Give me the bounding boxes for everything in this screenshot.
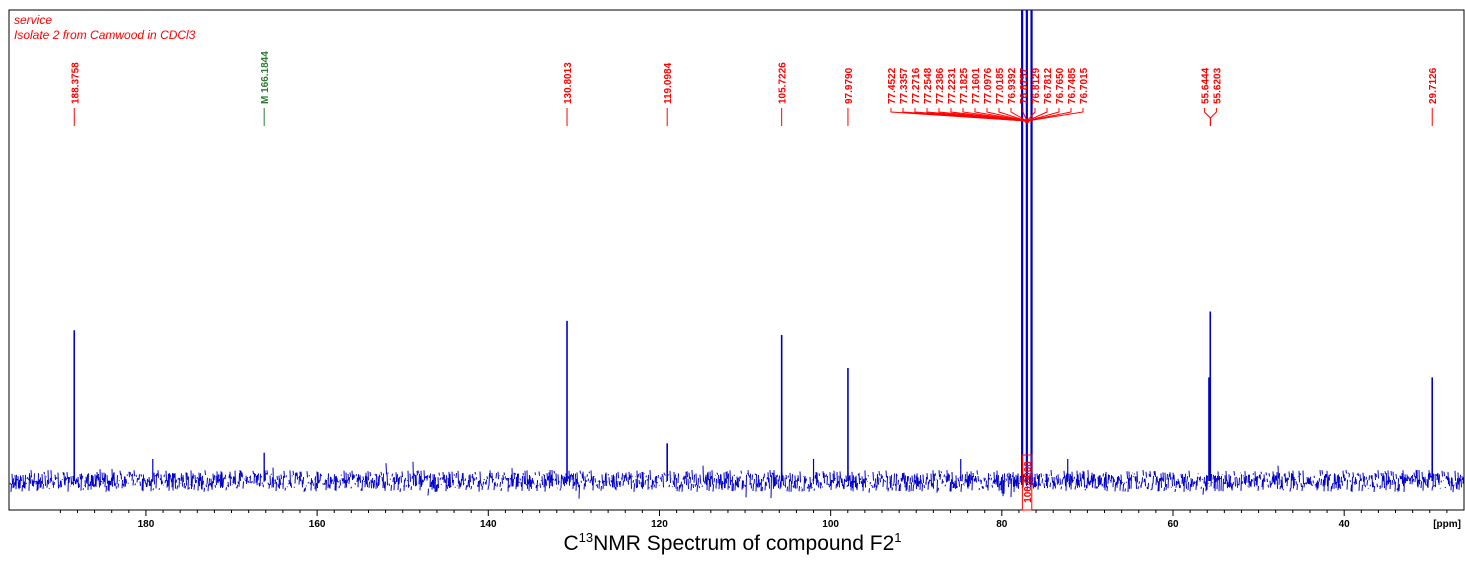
solvent-label-77.1601: 77.1601 [971,67,982,104]
solvent-connector-76.7812 [1026,108,1048,122]
solvent-connector-77.0976 [986,108,1028,122]
x-tick-label-100: 100 [822,519,839,530]
peak-label-188.3758: 188.3758 [70,62,81,104]
caption-main: C [563,532,579,555]
solvent-connector-76.7650 [1026,108,1060,122]
solvent-connector-76.8129 [1026,108,1036,122]
caption-rest: NMR Spectrum of compound F2 [593,532,895,555]
peak-connector-55.6444 [1203,108,1211,126]
solvent-label-76.9392: 76.9392 [1007,67,1018,104]
solvent-junction [1024,118,1030,124]
noise-trace [9,461,1464,499]
solvent-connector-76.7485 [1026,108,1072,122]
peak-label-119.0984: 119.0984 [663,62,674,104]
solvent-connector-76.8757 [1022,108,1028,122]
spectrum-peaks: 100.0000 [73,10,1434,511]
x-axis-label: [ppm] [1433,519,1461,530]
marker-label: M 166.1844 [260,51,271,104]
integral-label: 100.0000 [1023,461,1034,503]
nmr-spectrum-chart: service Isolate 2 from Camwood in CDCl3 … [8,9,1465,530]
solvent-label-76.8129: 76.8129 [1031,67,1042,104]
baseline-noise [9,461,1464,499]
solvent-connector-77.0185 [998,108,1028,122]
solvent-label-77.3357: 77.3357 [899,67,910,104]
solvent-label-77.0976: 77.0976 [983,67,994,104]
x-axis: 180 160 140 120 100 80 60 40 [ppm] [59,510,1461,530]
caption-superscript-13: 13 [578,530,594,545]
integral-box [1021,454,1033,511]
plot-frame [8,9,1465,511]
x-tick-label-160: 160 [309,519,326,530]
solvent-label-77.2716: 77.2716 [911,67,922,104]
solvent-label-77.1825: 77.1825 [959,67,970,104]
solvent-connector-76.9392 [1010,108,1028,122]
solvent-label-77.2548: 77.2548 [923,67,934,104]
peak-label-105.7226: 105.7226 [778,62,789,104]
solvent-connector-77.2231 [950,108,1027,122]
peak-labels: 188.3758 130.8013 119.0984 105.7226 97.9790 2… [70,51,1439,126]
peak-label-130.8013: 130.8013 [563,62,574,104]
header-line-2: Isolate 2 from Camwood in CDCl3 [14,28,196,42]
x-tick-label-180: 180 [138,519,155,530]
header-line-1: service [14,13,52,27]
x-tick-label-60: 60 [1167,519,1179,530]
peak-connector-55.6203 [1209,108,1217,126]
peak-label-55.6203: 55.6203 [1212,67,1223,104]
solvent-label-76.7015: 76.7015 [1079,67,1090,104]
figure-caption: C13NMR Spectrum of compound F21 [0,530,1465,556]
caption-superscript-ref: 1 [894,530,902,545]
solvent-connector-77.1825 [962,108,1027,122]
solvent-label-77.2231: 77.2231 [947,67,958,104]
x-tick-label-120: 120 [651,519,668,530]
solvent-label-77.0185: 77.0185 [995,67,1006,104]
peak-label-97.9790: 97.9790 [844,67,855,104]
solvent-label-76.7485: 76.7485 [1067,67,1078,104]
peak-label-29.7126: 29.7126 [1428,67,1439,104]
x-tick-label-80: 80 [996,519,1008,530]
solvent-label-77.4522: 77.4522 [887,67,898,104]
x-tick-label-40: 40 [1339,519,1351,530]
peak-label-55.6444: 55.6444 [1200,67,1211,104]
solvent-label-76.7812: 76.7812 [1043,67,1054,104]
solvent-connector-76.7015 [1026,108,1084,122]
solvent-label-76.7650: 76.7650 [1055,67,1066,104]
x-tick-label-140: 140 [480,519,497,530]
solvent-label-76.8757: 76.8757 [1019,67,1030,104]
solvent-label-77.2386: 77.2386 [935,67,946,104]
solvent-connector-77.1601 [974,108,1027,122]
